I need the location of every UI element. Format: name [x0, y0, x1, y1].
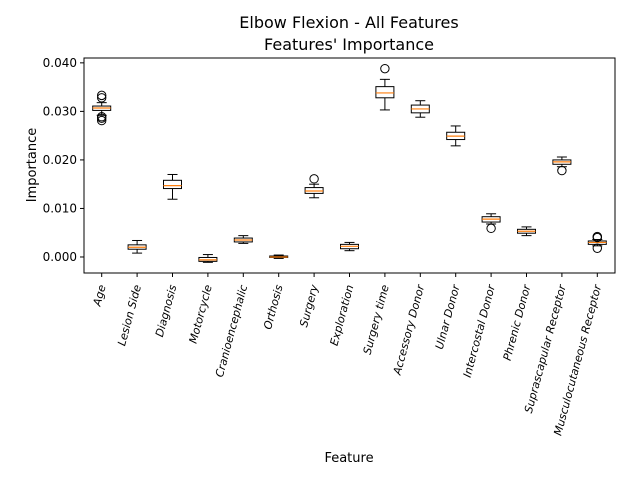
y-tick-label: 0.030 — [43, 104, 77, 118]
box-intercostal-donor — [481, 213, 501, 234]
outlier-point — [380, 63, 390, 74]
x-tick-label: Accessory Donor — [390, 282, 427, 377]
x-axis-label: Feature — [324, 451, 373, 466]
outlier-point — [97, 90, 107, 101]
x-tick-label: Surgery time — [361, 283, 392, 356]
x-tick-label: Intercostal Donor — [461, 282, 499, 379]
x-tick-label: Ulnar Donor — [433, 282, 463, 351]
y-tick-label: 0.040 — [43, 56, 77, 70]
x-tick-label: Motorcycle — [187, 283, 215, 345]
outlier-point — [97, 115, 107, 126]
x-tick-label: Exploration — [328, 283, 357, 347]
x-tick-label: Surgery — [297, 283, 321, 329]
box-ulnar-donor — [446, 125, 466, 147]
box-orthosis — [269, 254, 289, 259]
x-tick-label: Lesion Side — [115, 283, 144, 347]
box-suprascapular-receptor — [552, 156, 572, 176]
box-musculocutaneous-receptor — [587, 231, 607, 253]
y-tick-label: 0.020 — [43, 153, 77, 167]
outlier-point — [486, 223, 496, 234]
iqr-box — [375, 86, 395, 99]
y-tick-label: 0.010 — [43, 201, 77, 215]
box-surgery-time — [375, 63, 395, 111]
box-accessory-donor — [410, 100, 430, 118]
outlier-point — [592, 231, 602, 242]
x-tick-label: Cranioencephalic — [213, 283, 250, 378]
outlier-point — [309, 174, 319, 184]
iqr-box — [163, 179, 182, 190]
x-tick-label: Age — [90, 283, 108, 308]
plot-area — [92, 63, 607, 263]
box-motorcycle — [198, 254, 218, 263]
outlier-point — [592, 243, 602, 253]
x-tick-label: Orthosis — [261, 283, 285, 331]
box-phrenic-donor — [517, 226, 536, 237]
box-exploration — [340, 241, 359, 252]
y-tick-label: 0.000 — [43, 250, 77, 264]
box-surgery — [304, 174, 324, 199]
x-tick-label: Diagnosis — [153, 283, 179, 338]
outlier-point — [557, 165, 567, 176]
y-axis-label: Importance — [25, 128, 40, 203]
box-diagnosis — [163, 173, 182, 200]
axes-frame — [83, 57, 616, 274]
outlier-point — [97, 93, 107, 103]
box-cranioencephalic — [233, 235, 253, 244]
chart-title-line1: Elbow Flexion - All Features — [239, 13, 458, 32]
box-age — [92, 90, 112, 126]
box-lesion-side — [127, 239, 147, 254]
chart-title-line2: Features' Importance — [264, 35, 434, 54]
x-tick-label: Phrenic Donor — [501, 282, 534, 362]
outlier-point — [97, 113, 107, 123]
